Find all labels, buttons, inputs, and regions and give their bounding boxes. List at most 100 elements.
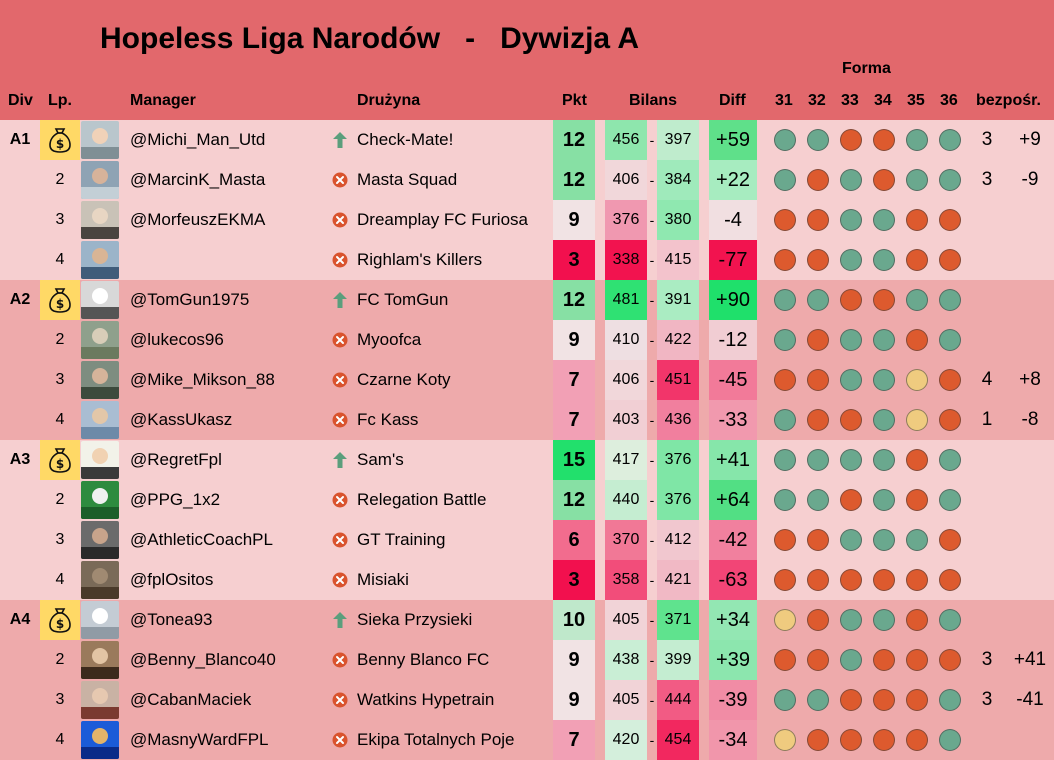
team-name: Check-Mate! (357, 130, 454, 149)
eliminated-x-icon (332, 732, 348, 748)
form-dot-loss (774, 249, 796, 271)
money-bag-icon: $ (49, 128, 71, 153)
form-dot-loss (807, 609, 829, 631)
money-bag-icon: $ (49, 608, 71, 633)
header-round-6: 36 (940, 92, 958, 109)
manager-name: @MasnyWardFPL (130, 730, 269, 749)
bilans-separator: - (649, 132, 655, 148)
form-dot-win (840, 209, 862, 231)
rank-cell: 2 (55, 491, 65, 508)
form-dot-draw (774, 609, 796, 631)
promotion-arrow-icon (333, 132, 347, 148)
form-dot-loss (873, 689, 895, 711)
rank-cell: 4 (55, 731, 65, 748)
form-dot-win (840, 329, 862, 351)
diff-cell: +34 (709, 600, 757, 640)
form-dot-win (840, 529, 862, 551)
form-dot-loss (807, 729, 829, 751)
manager-name: @AthleticCoachPL (130, 530, 273, 549)
division-group-a1: A1 $ @Michi_Man_Utd Check-Mate! 12 456-397 +59… (0, 120, 1054, 280)
diff-cell: +39 (709, 640, 757, 680)
eliminated-status (331, 480, 349, 520)
bilans-separator: - (649, 612, 655, 628)
eliminated-status (331, 560, 349, 600)
avatar (81, 241, 119, 279)
points-cell: 3 (553, 240, 595, 280)
manager-name: @lukecos96 (130, 330, 224, 349)
points-cell: 9 (553, 320, 595, 360)
form-dot-loss (873, 569, 895, 591)
h2h-diff: -9 (1021, 169, 1039, 190)
table-row: $ @TomGun1975 FC TomGun 12 481-391 +90 (0, 280, 1054, 320)
team-name: Fc Kass (357, 410, 419, 429)
form-dot-loss (807, 249, 829, 271)
goals-for-cell: 440 (605, 480, 647, 520)
table-row: 2 @lukecos96 Myoofca 9 410-422 -12 (0, 320, 1054, 360)
team-name: Benny Blanco FC (357, 650, 490, 669)
form-dot-win (906, 129, 928, 151)
table-row: $ @Tonea93 Sieka Przysieki 10 405-371 +34 (0, 600, 1054, 640)
manager-name: @PPG_1x2 (130, 490, 221, 509)
avatar (81, 561, 119, 599)
form-dot-win (774, 689, 796, 711)
header-lp: Lp. (48, 92, 72, 109)
form-dot-loss (906, 689, 928, 711)
eliminated-x-icon (332, 372, 348, 388)
goals-against-cell: 376 (657, 480, 699, 520)
form-dot-loss (840, 489, 862, 511)
promotion-status (331, 120, 349, 160)
eliminated-status (331, 640, 349, 680)
bilans-separator: - (649, 172, 655, 188)
diff-cell: -63 (709, 560, 757, 600)
eliminated-status (331, 160, 349, 200)
form-dot-loss (906, 329, 928, 351)
form-dot-win (774, 329, 796, 351)
team-name: Czarne Koty (357, 370, 451, 389)
header-team: Drużyna (357, 92, 421, 109)
form-dot-loss (807, 409, 829, 431)
form-dot-loss (807, 649, 829, 671)
diff-cell: -42 (709, 520, 757, 560)
eliminated-x-icon (332, 532, 348, 548)
division-label: A4 (9, 611, 31, 628)
form-dot-loss (840, 409, 862, 431)
form-dot-loss (939, 249, 961, 271)
goals-for-cell: 417 (605, 440, 647, 480)
svg-text:$: $ (56, 297, 64, 311)
eliminated-status (331, 520, 349, 560)
form-dot-loss (939, 529, 961, 551)
h2h-diff: +9 (1019, 129, 1041, 150)
points-cell: 12 (553, 480, 595, 520)
diff-cell: -12 (709, 320, 757, 360)
rank-cell: 2 (55, 171, 65, 188)
eliminated-status (331, 680, 349, 720)
form-dot-draw (906, 409, 928, 431)
page-title: Hopeless Liga Narodów - Dywizja A (100, 22, 639, 55)
forma-header: Forma (842, 60, 891, 77)
standings-table: A1 $ @Michi_Man_Utd Check-Mate! 12 456-397 +59… (0, 120, 1054, 760)
form-dot-draw (774, 729, 796, 751)
form-dot-loss (807, 569, 829, 591)
form-dot-win (939, 329, 961, 351)
goals-against-cell: 454 (657, 720, 699, 760)
form-dot-win (840, 169, 862, 191)
goals-for-cell: 338 (605, 240, 647, 280)
form-dot-loss (840, 729, 862, 751)
bilans-separator: - (649, 372, 655, 388)
manager-name: @Michi_Man_Utd (130, 130, 266, 149)
form-dot-loss (939, 569, 961, 591)
h2h-diff (1010, 520, 1050, 560)
form-dot-win (873, 409, 895, 431)
table-row: $ @Michi_Man_Utd Check-Mate! 12 456-397 +59 3 +… (0, 120, 1054, 160)
goals-for-cell: 420 (605, 720, 647, 760)
table-row: 4 @KassUkasz Fc Kass 7 403-436 -33 1 -8 (0, 400, 1054, 440)
bilans-separator: - (649, 732, 655, 748)
table-row: 4 @MasnyWardFPL Ekipa Totalnych Poje 7 420-4… (0, 720, 1054, 760)
header-pkt: Pkt (562, 92, 587, 109)
form-dot-loss (906, 249, 928, 271)
form-dot-loss (840, 289, 862, 311)
form-dot-loss (774, 209, 796, 231)
diff-cell: +22 (709, 160, 757, 200)
header-round-3: 33 (841, 92, 859, 109)
bilans-separator: - (649, 332, 655, 348)
